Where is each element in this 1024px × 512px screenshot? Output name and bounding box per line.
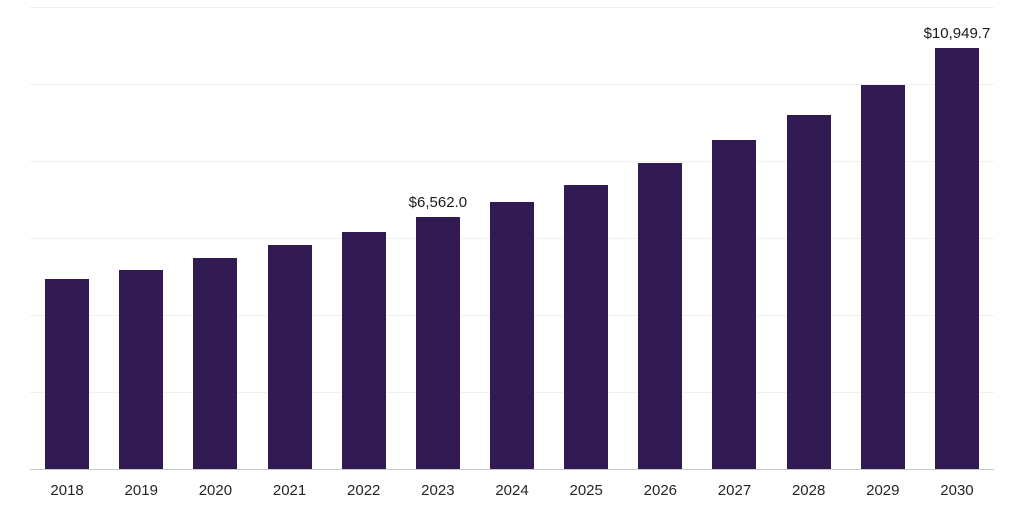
x-tick-2029: 2029 <box>866 482 900 499</box>
x-tick-2021: 2021 <box>272 482 307 499</box>
x-tick-2030: 2030 <box>940 482 974 499</box>
data-label-2023: $6,562.0 <box>408 194 468 212</box>
gridline-8000 <box>30 161 994 163</box>
data-label-2030: $10,949.7 <box>923 25 991 43</box>
bar-slot-2021 <box>252 8 326 470</box>
bar-2026 <box>638 162 683 470</box>
bar-slot-2028 <box>772 8 846 470</box>
bar-2022 <box>341 232 386 470</box>
x-tick-2028: 2028 <box>791 482 826 499</box>
bar-slot-2029 <box>846 8 920 470</box>
bar-slot-2022 <box>327 8 401 470</box>
x-axis: 2018 2019 2020 2021 2022 2023 2024 2025 2026 2027… <box>30 482 994 499</box>
bar-2029 <box>860 85 905 470</box>
x-tick-2022: 2022 <box>347 482 381 499</box>
bar-slot-2019 <box>104 8 178 470</box>
x-tick-2026: 2026 <box>643 482 678 499</box>
bar-slot-2030: $10,949.7 <box>920 8 994 470</box>
bar-2024 <box>490 202 535 470</box>
bars-container: $6,562.0 $10,949.7 <box>30 8 994 470</box>
x-tick-2024: 2024 <box>495 482 529 499</box>
bar-2025 <box>564 185 609 470</box>
bar-2027 <box>712 140 757 470</box>
x-tick-2027: 2027 <box>717 482 752 499</box>
bar-2028 <box>786 114 831 470</box>
bar-slot-2027 <box>697 8 771 470</box>
bar-2020 <box>193 257 238 470</box>
bar-slot-2026 <box>623 8 697 470</box>
x-axis-line <box>30 469 994 470</box>
x-tick-2020: 2020 <box>198 482 233 499</box>
x-tick-2019: 2019 <box>124 482 158 499</box>
bar-2030 <box>934 48 979 470</box>
x-tick-2025: 2025 <box>569 482 603 499</box>
bar-2019 <box>119 269 164 470</box>
bar-slot-2020 <box>178 8 252 470</box>
gridline-10000 <box>30 84 994 85</box>
gridline-12000 <box>30 7 994 8</box>
plot-area: $6,562.0 $10,949.7 <box>30 7 994 470</box>
bar-2023 <box>415 217 460 470</box>
bar-slot-2025 <box>549 8 623 470</box>
bar-slot-2018 <box>30 8 104 470</box>
x-tick-2018: 2018 <box>50 482 84 499</box>
bar-2018 <box>45 279 90 470</box>
bar-2021 <box>267 245 312 470</box>
x-tick-2023: 2023 <box>421 482 455 499</box>
bar-slot-2023: $6,562.0 <box>401 8 475 470</box>
bar-slot-2024 <box>475 8 549 470</box>
